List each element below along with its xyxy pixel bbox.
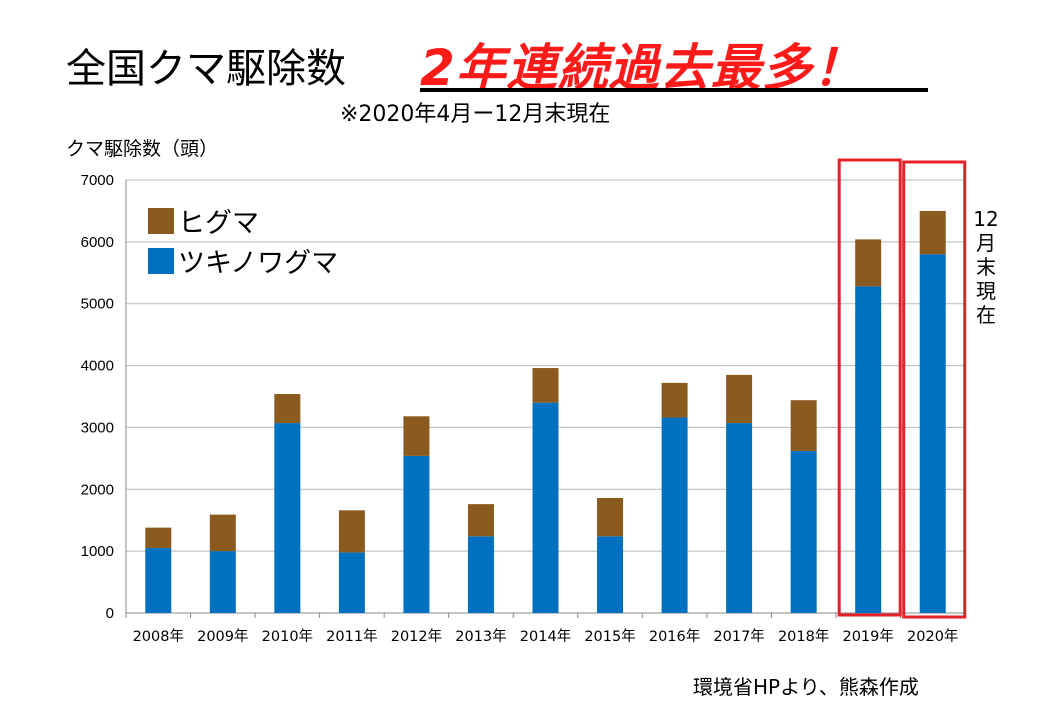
highlight-box — [837, 158, 902, 617]
bar-brown-bear — [661, 382, 688, 418]
vertical-note: 12月末現在 — [973, 207, 999, 327]
page-title: 全国クマ駆除数 — [66, 46, 346, 92]
bar-asian-black-bear — [919, 254, 946, 613]
x-tick-label: 2008年 — [133, 628, 184, 645]
bar-asian-black-bear — [403, 455, 430, 613]
x-tick-label: 2016年 — [649, 628, 700, 645]
y-tick-label: 4000 — [81, 358, 114, 375]
bar-brown-bear — [209, 514, 236, 552]
bar-brown-bear — [274, 394, 301, 424]
bar-brown-bear — [532, 368, 559, 403]
y-tick-label: 0 — [106, 605, 114, 622]
x-tick-label: 2010年 — [262, 628, 313, 645]
y-tick-label: 5000 — [81, 296, 114, 313]
y-tick-label: 2000 — [81, 481, 114, 498]
y-axis-label: クマ駆除数（頭） — [66, 138, 219, 160]
bar-brown-bear — [338, 510, 365, 553]
bar-asian-black-bear — [209, 551, 236, 613]
bar-asian-black-bear — [145, 548, 172, 613]
legend-label: ツキノワグマ — [178, 248, 338, 279]
x-tick-label: 2018年 — [778, 628, 829, 645]
bar-asian-black-bear — [532, 402, 559, 613]
bar-asian-black-bear — [467, 536, 494, 613]
legend-swatch — [148, 208, 174, 234]
x-tick-label: 2011年 — [326, 628, 377, 645]
bar-asian-black-bear — [790, 450, 817, 613]
bar-brown-bear — [597, 497, 624, 537]
y-tick-label: 3000 — [81, 419, 114, 436]
bar-asian-black-bear — [855, 286, 882, 613]
headline: 2年連続過去最多！ — [420, 39, 864, 97]
bar-asian-black-bear — [661, 417, 688, 613]
y-tick-label: 6000 — [81, 234, 114, 251]
bar-brown-bear — [790, 400, 817, 451]
x-tick-label: 2015年 — [584, 628, 635, 645]
bar-brown-bear — [855, 239, 882, 287]
x-tick-label: 2017年 — [713, 628, 764, 645]
x-tick-label: 2014年 — [520, 628, 571, 645]
x-tick-label: 2019年 — [842, 628, 893, 645]
x-tick-label: 2009年 — [197, 628, 248, 645]
bar-asian-black-bear — [338, 552, 365, 613]
bar-brown-bear — [145, 527, 172, 549]
subtitle: ※2020年4月ー12月末現在 — [340, 102, 611, 127]
headline-underline — [420, 88, 928, 92]
bar-asian-black-bear — [274, 423, 301, 613]
bar-asian-black-bear — [597, 536, 624, 613]
bar-brown-bear — [403, 416, 430, 456]
bar-brown-bear — [726, 374, 753, 424]
x-tick-label: 2013年 — [455, 628, 506, 645]
bar-brown-bear — [919, 210, 946, 255]
bar-asian-black-bear — [726, 423, 753, 613]
source-note: 環境省HPより、熊森作成 — [693, 675, 919, 699]
legend-label: ヒグマ — [178, 208, 259, 239]
y-tick-label: 7000 — [81, 172, 114, 189]
bar-brown-bear — [467, 504, 494, 537]
x-tick-label: 2020年 — [907, 628, 958, 645]
y-tick-label: 1000 — [81, 543, 114, 560]
x-tick-label: 2012年 — [391, 628, 442, 645]
legend-swatch — [148, 248, 174, 274]
highlight-box — [902, 160, 967, 619]
